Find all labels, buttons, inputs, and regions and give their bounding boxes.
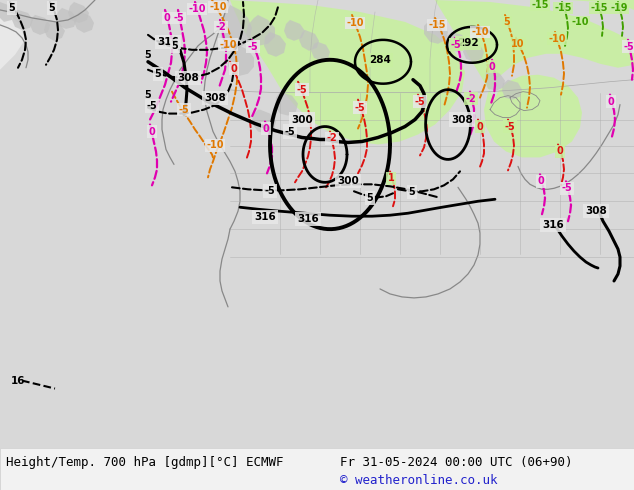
Text: 10: 10 bbox=[511, 39, 525, 49]
Polygon shape bbox=[68, 2, 89, 23]
Polygon shape bbox=[435, 0, 634, 157]
Text: 300: 300 bbox=[337, 176, 359, 186]
Text: 300: 300 bbox=[291, 115, 313, 124]
Text: -10: -10 bbox=[209, 2, 227, 12]
Text: 284: 284 bbox=[369, 55, 391, 65]
Text: -5: -5 bbox=[297, 85, 307, 95]
Polygon shape bbox=[568, 0, 634, 10]
Text: -10: -10 bbox=[219, 40, 236, 50]
Text: -10: -10 bbox=[206, 141, 224, 150]
Polygon shape bbox=[446, 32, 467, 52]
Text: -2: -2 bbox=[327, 133, 337, 144]
Text: 308: 308 bbox=[585, 206, 607, 216]
Text: 5: 5 bbox=[145, 50, 152, 60]
Polygon shape bbox=[246, 15, 275, 46]
Text: -15: -15 bbox=[590, 3, 608, 13]
Text: -15: -15 bbox=[554, 3, 572, 13]
Text: 5: 5 bbox=[503, 17, 510, 27]
Polygon shape bbox=[30, 15, 50, 35]
Text: 0: 0 bbox=[164, 13, 171, 23]
Text: -5: -5 bbox=[354, 102, 365, 113]
Text: 5: 5 bbox=[366, 193, 373, 203]
Text: 316: 316 bbox=[542, 220, 564, 230]
Text: 1: 1 bbox=[387, 173, 394, 183]
Text: -5: -5 bbox=[179, 104, 190, 115]
Text: 308: 308 bbox=[177, 73, 199, 83]
Text: 316: 316 bbox=[297, 214, 319, 224]
Polygon shape bbox=[463, 42, 484, 62]
Text: -5: -5 bbox=[146, 100, 157, 111]
Text: -19: -19 bbox=[611, 3, 628, 13]
Text: -5: -5 bbox=[505, 122, 515, 131]
Polygon shape bbox=[275, 92, 298, 116]
Text: 0: 0 bbox=[557, 147, 564, 156]
Text: 16: 16 bbox=[11, 376, 25, 386]
Polygon shape bbox=[230, 0, 465, 145]
Polygon shape bbox=[44, 20, 65, 41]
Text: 0: 0 bbox=[538, 176, 545, 186]
Text: -5: -5 bbox=[562, 183, 573, 194]
Text: © weatheronline.co.uk: © weatheronline.co.uk bbox=[340, 473, 498, 487]
Polygon shape bbox=[0, 0, 634, 448]
Text: -10: -10 bbox=[571, 17, 589, 27]
Text: 292: 292 bbox=[457, 38, 479, 48]
Text: 5: 5 bbox=[145, 90, 152, 99]
Polygon shape bbox=[0, 2, 14, 22]
Polygon shape bbox=[74, 12, 94, 33]
Text: 308: 308 bbox=[451, 115, 473, 124]
Text: 5: 5 bbox=[155, 69, 162, 79]
Text: 5: 5 bbox=[49, 3, 55, 13]
Polygon shape bbox=[311, 42, 330, 61]
Text: -10: -10 bbox=[346, 18, 364, 28]
Polygon shape bbox=[424, 20, 448, 44]
Polygon shape bbox=[12, 10, 33, 30]
Text: Fr 31-05-2024 00:00 UTC (06+90): Fr 31-05-2024 00:00 UTC (06+90) bbox=[340, 456, 573, 469]
Polygon shape bbox=[299, 30, 319, 51]
Text: -5: -5 bbox=[264, 186, 275, 196]
Text: 0: 0 bbox=[477, 122, 483, 131]
Polygon shape bbox=[252, 110, 276, 133]
Text: 316: 316 bbox=[157, 37, 179, 47]
Text: -2: -2 bbox=[216, 22, 226, 32]
Polygon shape bbox=[502, 80, 522, 99]
Text: -10: -10 bbox=[188, 4, 206, 14]
Polygon shape bbox=[56, 8, 77, 29]
Text: 0: 0 bbox=[262, 123, 269, 134]
Text: 0: 0 bbox=[489, 62, 495, 72]
Text: 0: 0 bbox=[607, 97, 614, 107]
Polygon shape bbox=[264, 32, 286, 57]
Polygon shape bbox=[284, 20, 305, 41]
Text: 308: 308 bbox=[204, 93, 226, 102]
Text: -15: -15 bbox=[428, 20, 446, 30]
Text: 0: 0 bbox=[148, 126, 155, 137]
Text: -10: -10 bbox=[548, 34, 566, 44]
Text: -15: -15 bbox=[531, 0, 549, 10]
Text: 5: 5 bbox=[9, 3, 15, 13]
Polygon shape bbox=[485, 70, 505, 91]
Text: -5: -5 bbox=[174, 13, 184, 23]
Text: 316: 316 bbox=[254, 212, 276, 222]
Polygon shape bbox=[220, 5, 252, 50]
Text: -5: -5 bbox=[285, 126, 295, 137]
Text: 5: 5 bbox=[172, 41, 178, 51]
Text: -5: -5 bbox=[451, 40, 462, 50]
Text: -5: -5 bbox=[415, 97, 425, 107]
Text: Height/Temp. 700 hPa [gdmp][°C] ECMWF: Height/Temp. 700 hPa [gdmp][°C] ECMWF bbox=[6, 456, 283, 469]
Text: -2: -2 bbox=[465, 94, 476, 104]
Text: -10: -10 bbox=[471, 27, 489, 37]
Text: -5: -5 bbox=[624, 42, 634, 52]
Polygon shape bbox=[228, 45, 254, 76]
Text: -5: -5 bbox=[248, 42, 259, 52]
Text: 0: 0 bbox=[231, 64, 237, 74]
Text: 5: 5 bbox=[409, 187, 415, 197]
